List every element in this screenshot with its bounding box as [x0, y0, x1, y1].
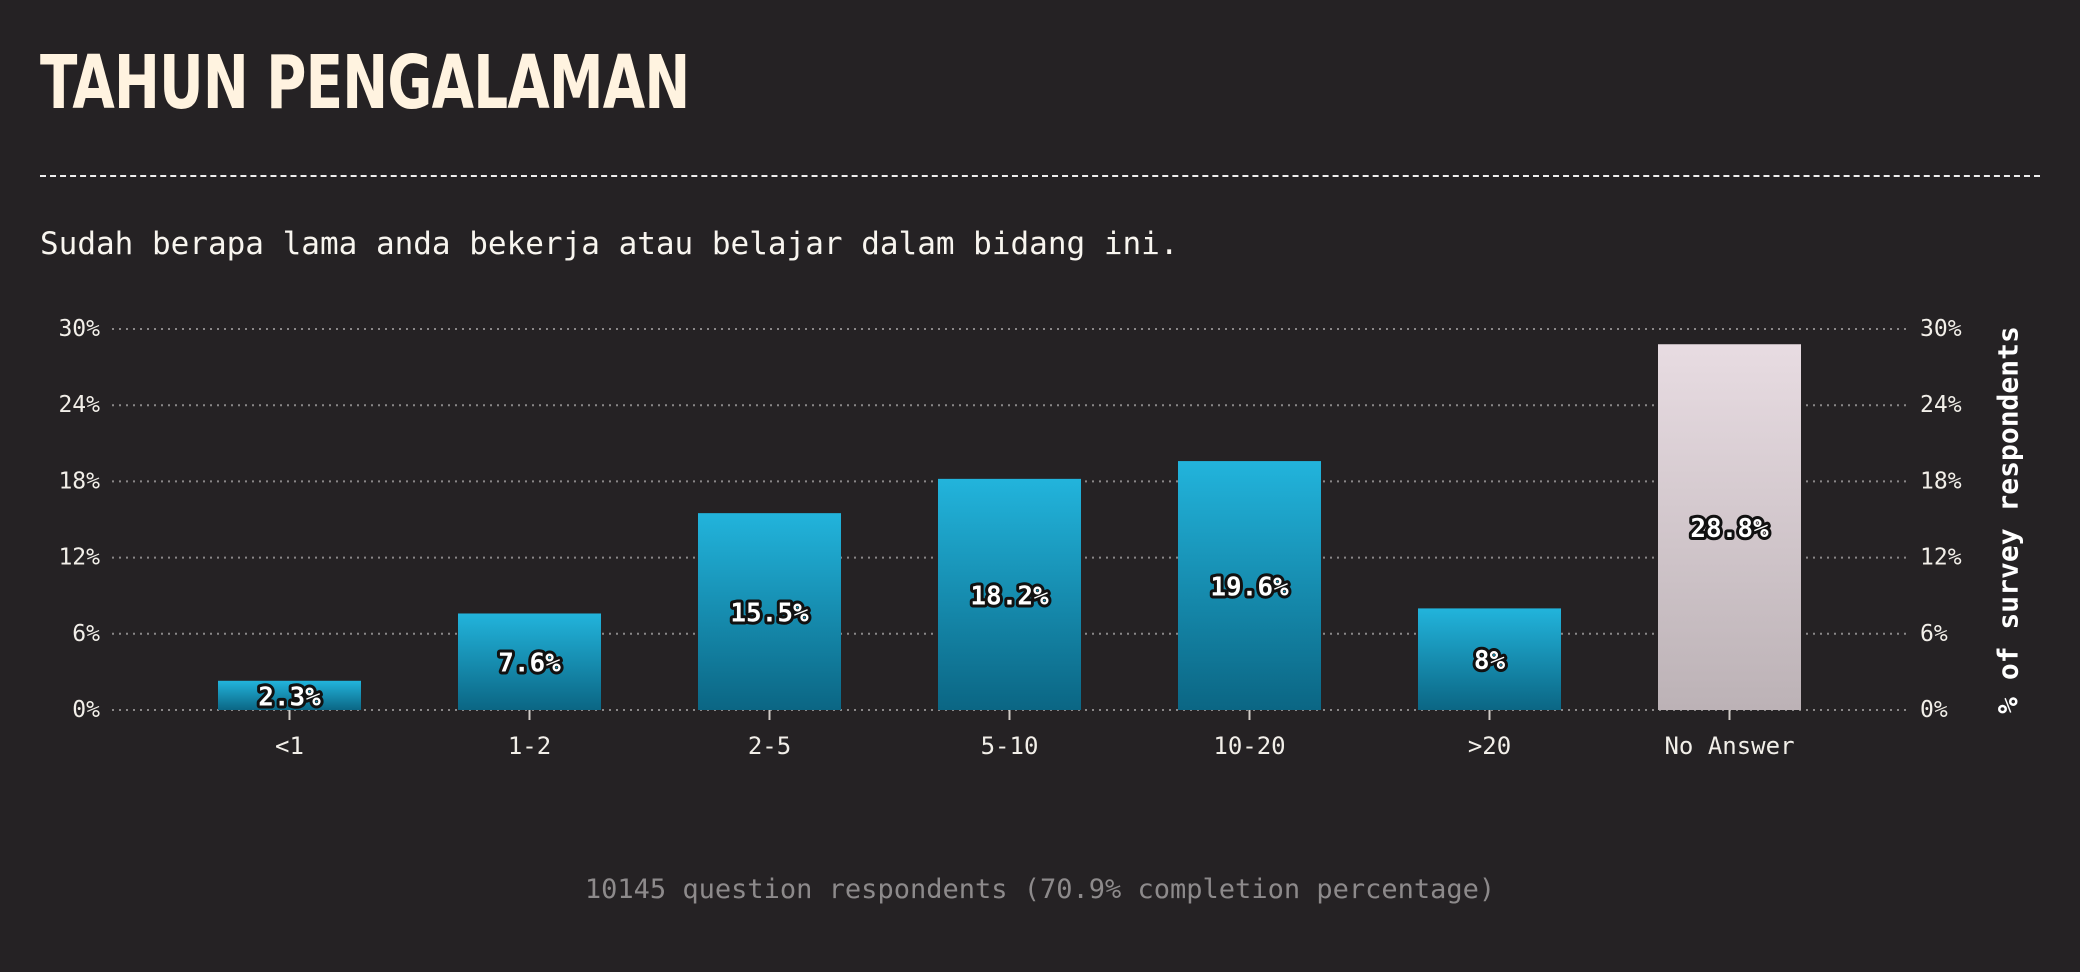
bar	[698, 513, 841, 710]
y-tick-label-left: 12%	[58, 545, 100, 571]
y-tick-label-left: 30%	[58, 316, 100, 342]
y-tick-label-left: 18%	[58, 468, 100, 494]
x-tick-label: 2-5	[748, 732, 791, 760]
data-label: 2.3%	[258, 682, 321, 712]
bar	[458, 613, 601, 710]
y-tick-label-right: 24%	[1920, 392, 1962, 418]
bar	[1418, 608, 1561, 710]
data-label: 7.6%	[498, 649, 561, 679]
bar	[1658, 344, 1801, 710]
data-label: 15.5%	[730, 599, 809, 629]
x-tick-label: 10-20	[1213, 732, 1285, 760]
data-label: 8%	[1474, 646, 1506, 676]
y-tick-label-right: 30%	[1920, 316, 1962, 342]
x-tick-label: <1	[275, 732, 304, 760]
y-tick-label-right: 18%	[1920, 468, 1962, 494]
y-tick-label-right: 6%	[1920, 621, 1948, 647]
y-axis-title: % of survey respondents	[1992, 326, 2025, 714]
y-tick-label-left: 24%	[58, 392, 100, 418]
y-tick-label-right: 0%	[1920, 697, 1948, 723]
x-tick-label: >20	[1468, 732, 1511, 760]
data-label: 28.8%	[1690, 514, 1769, 544]
x-tick-label: No Answer	[1664, 732, 1794, 760]
bar	[1178, 461, 1321, 710]
y-tick-label-left: 0%	[72, 697, 100, 723]
respondents-footnote: 10145 question respondents (70.9% comple…	[584, 874, 1496, 905]
bar	[218, 680, 361, 710]
chart-subtitle: Sudah berapa lama anda bekerja atau bela…	[40, 226, 1179, 262]
chart-title: TAHUN PENGALAMAN	[40, 40, 690, 126]
x-tick-label: 5-10	[981, 732, 1039, 760]
title-divider	[40, 175, 2040, 177]
x-tick-label: 1-2	[508, 732, 551, 760]
y-tick-label-right: 12%	[1920, 545, 1962, 571]
bar	[938, 478, 1081, 710]
data-label: 19.6%	[1210, 573, 1289, 603]
y-tick-label-left: 6%	[72, 621, 100, 647]
data-label: 18.2%	[970, 581, 1049, 611]
